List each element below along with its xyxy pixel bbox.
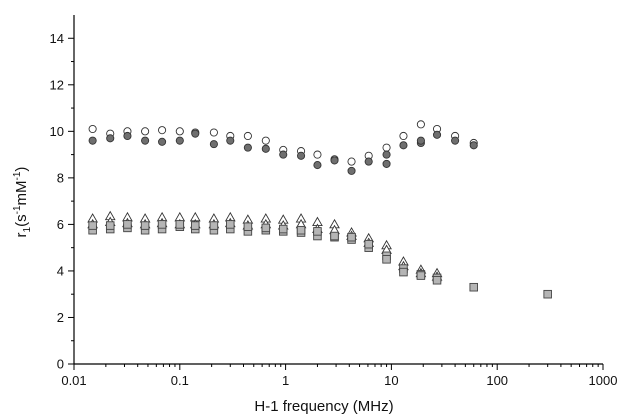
- data-point-square: [278, 224, 288, 234]
- x-tick-label: 0.01: [61, 373, 86, 388]
- data-point-square: [123, 220, 132, 229]
- data-point-circle: [382, 159, 391, 168]
- data-point-circle: [261, 136, 270, 145]
- y-axis-label-sup1: -1: [12, 205, 23, 214]
- data-point-circle: [226, 136, 235, 145]
- data-point-square: [432, 275, 442, 285]
- data-point-square: [399, 267, 408, 277]
- data-point-circle: [175, 136, 184, 145]
- data-point-square: [416, 271, 426, 280]
- data-point-square: [226, 220, 235, 229]
- y-axis-label: r1(s-1mM-1): [12, 167, 33, 238]
- x-axis-ticks: 0.01 0.1 1 10 100 1000: [61, 364, 617, 388]
- data-point-circle: [347, 166, 356, 175]
- data-points: [87, 120, 552, 299]
- data-point-circle: [399, 131, 408, 141]
- data-point-circle: [209, 128, 218, 137]
- data-point-circle: [382, 150, 391, 159]
- data-point-circle: [451, 136, 460, 145]
- data-point-circle: [243, 143, 252, 152]
- data-point-circle: [382, 143, 391, 152]
- data-point-circle: [279, 150, 288, 159]
- y-tick-label: 6: [57, 217, 64, 232]
- data-point-square: [191, 221, 200, 230]
- data-point-circle: [313, 161, 322, 170]
- data-point-square: [105, 221, 115, 230]
- data-point-square: [330, 231, 339, 241]
- data-point-circle: [416, 136, 425, 145]
- data-point-circle: [141, 127, 150, 136]
- data-point-circle: [297, 151, 306, 160]
- data-point-circle: [88, 124, 97, 134]
- y-axis-label-unit-mid: mM: [13, 180, 30, 205]
- data-point-circle: [106, 134, 115, 143]
- data-point-circle: [416, 120, 425, 129]
- y-tick-label: 2: [57, 310, 64, 325]
- data-point-square: [157, 220, 167, 229]
- data-point-square: [469, 282, 478, 292]
- data-point-circle: [88, 136, 97, 145]
- y-tick-label: 10: [50, 124, 64, 139]
- data-point-circle: [313, 150, 322, 159]
- x-axis-label: H-1 frequency (MHz): [254, 398, 393, 415]
- data-point-circle: [209, 140, 218, 149]
- data-point-circle: [158, 137, 167, 146]
- y-tick-label: 14: [50, 31, 64, 46]
- axes: [73, 15, 603, 365]
- data-point-square: [243, 222, 253, 231]
- data-point-square: [543, 289, 552, 299]
- y-axis-label-sup2: -1: [12, 171, 23, 180]
- data-point-square: [209, 221, 219, 230]
- data-point-square: [88, 221, 97, 230]
- data-point-square: [347, 232, 356, 242]
- data-point-square: [382, 255, 391, 264]
- y-axis-label-unit-close: ): [13, 167, 30, 172]
- data-point-square: [313, 227, 322, 236]
- data-point-circle: [399, 141, 408, 150]
- data-point-circle: [261, 144, 270, 153]
- data-point-circle: [175, 127, 184, 136]
- y-tick-label: 4: [57, 263, 64, 278]
- data-point-circle: [158, 126, 167, 135]
- y-axis-label-main: r: [13, 232, 30, 237]
- data-point-circle: [364, 157, 373, 166]
- data-point-circle: [347, 157, 356, 166]
- data-point-circle: [141, 136, 150, 145]
- data-point-circle: [432, 130, 442, 139]
- data-point-circle: [469, 141, 478, 150]
- x-tick-label: 1000: [589, 373, 618, 388]
- y-axis-label-sub: 1: [22, 226, 33, 232]
- y-axis-label-unit-open: (s: [13, 214, 30, 227]
- y-tick-label: 8: [57, 170, 64, 185]
- x-tick-label: 0.1: [171, 373, 189, 388]
- data-point-square: [364, 239, 373, 249]
- data-point-square: [175, 220, 185, 229]
- y-axis-ticks: 0 2 4 6 8 10 12 14: [50, 31, 74, 372]
- data-point-square: [296, 225, 306, 235]
- data-point-circle: [191, 129, 200, 138]
- data-point-square: [261, 223, 271, 233]
- y-tick-label: 0: [57, 357, 64, 372]
- data-point-circle: [123, 131, 132, 141]
- x-tick-label: 1: [282, 373, 289, 388]
- x-tick-label: 100: [486, 373, 508, 388]
- data-point-circle: [243, 131, 252, 141]
- x-tick-label: 10: [384, 373, 398, 388]
- y-tick-label: 12: [50, 77, 64, 92]
- data-point-square: [140, 221, 150, 230]
- data-point-circle: [330, 156, 339, 165]
